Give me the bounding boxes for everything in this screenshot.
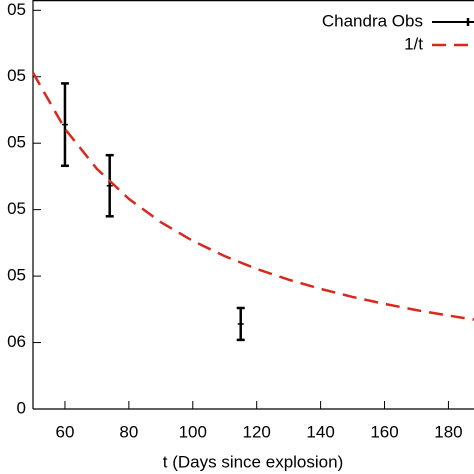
y-tick-label: 05 bbox=[7, 266, 26, 285]
error-bar bbox=[60, 82, 69, 168]
y-tick-label: 05 bbox=[7, 0, 26, 19]
y-tick-label: 05 bbox=[7, 199, 26, 218]
x-tick-label: 80 bbox=[119, 422, 138, 441]
x-tick-label: 60 bbox=[55, 422, 74, 441]
x-tick-label: 100 bbox=[179, 422, 207, 441]
x-tick-label: 160 bbox=[370, 422, 398, 441]
legend-label: Chandra Obs bbox=[322, 11, 423, 30]
y-tick-label: 05 bbox=[7, 133, 26, 152]
legend-label: 1/t bbox=[404, 34, 423, 53]
x-axis-label: t (Days since explosion) bbox=[163, 452, 343, 471]
x-tick-label: 180 bbox=[434, 422, 462, 441]
y-tick-label: 06 bbox=[7, 332, 26, 351]
error-bar bbox=[236, 306, 245, 342]
y-tick-label: 0 bbox=[17, 398, 26, 417]
y-tick-label: 05 bbox=[7, 66, 26, 85]
error-bar bbox=[105, 153, 114, 218]
curve bbox=[31, 72, 474, 321]
x-tick-label: 120 bbox=[243, 422, 271, 441]
x-tick-label: 140 bbox=[306, 422, 334, 441]
